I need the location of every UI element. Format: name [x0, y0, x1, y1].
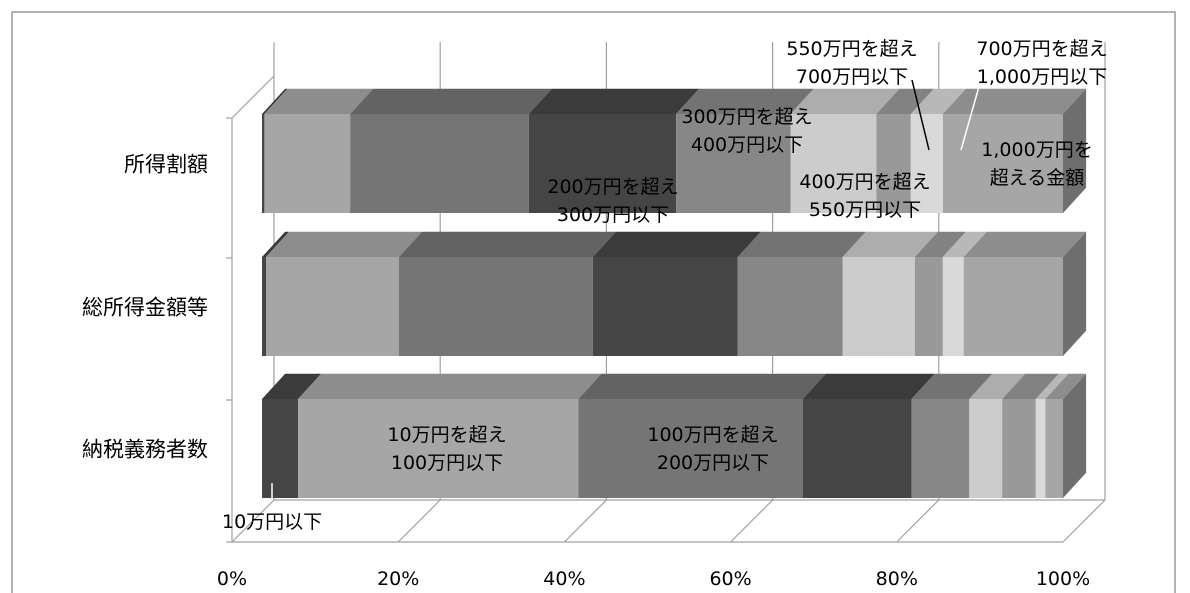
bar-segment-top	[1035, 373, 1069, 399]
bar-segment	[264, 114, 351, 213]
series-label: 10万円以下	[222, 511, 322, 533]
bar-segment-top	[676, 88, 814, 114]
bar-segment-top	[842, 231, 938, 257]
bar-segment	[676, 114, 791, 213]
series-label: 10万円を超え 100万円以下	[387, 424, 506, 474]
bar-segment	[1035, 399, 1046, 498]
bars-layer	[262, 88, 1087, 498]
leader-550-700	[911, 79, 930, 151]
bar-segment-top	[790, 88, 900, 114]
bar-segment	[842, 257, 915, 356]
bar-segment	[942, 114, 1063, 213]
bar-segment	[266, 257, 399, 356]
bar-end-face	[1063, 88, 1087, 213]
ticks-layer: 0% 20% 40% 60% 80% 100%	[217, 568, 1090, 590]
bar-segment-top	[266, 231, 423, 257]
bar-segment	[969, 399, 1003, 498]
floor-gridline	[231, 499, 275, 543]
bar-segment-top	[528, 88, 700, 114]
bar-segment	[876, 114, 911, 213]
bar-segment	[1045, 399, 1063, 498]
bar-segment	[1002, 399, 1036, 498]
x-tick-label: 60%	[709, 568, 751, 590]
bar-segment-top	[578, 373, 826, 399]
bar-segment-top	[592, 231, 761, 257]
bar-segment	[528, 114, 677, 213]
series-label: 700万円を超え 1,000万円以下	[976, 38, 1107, 88]
bar-segment	[963, 257, 1063, 356]
bar-end-face	[1063, 231, 1087, 356]
floor-gridline	[563, 499, 607, 543]
floor-gridline	[896, 499, 940, 543]
bar-segment-top	[262, 88, 288, 114]
bar-segment	[911, 399, 970, 498]
x-tick-label: 100%	[1036, 568, 1090, 590]
bar-segment	[578, 399, 803, 498]
series-label: 400万円を超え 550万円以下	[799, 171, 930, 221]
series-label: 200万円を超え 300万円以下	[547, 176, 678, 226]
series-label: 1,000万円を超える金額	[981, 139, 1092, 189]
bar-segment-top	[963, 231, 1087, 257]
bar-segment-top	[264, 88, 374, 114]
segment-labels: 10万円以下 10万円を超え 100万円以下 100万円を超え 200万円以下 200万円…	[222, 38, 1108, 533]
floor-gridline	[730, 499, 774, 543]
bar-segment-top	[398, 231, 616, 257]
bar-segment	[262, 257, 267, 356]
bar-segment	[262, 114, 265, 213]
series-label: 550万円を超え 700万円以下	[786, 38, 917, 88]
bar-segment-top	[262, 231, 290, 257]
x-tick-label: 80%	[876, 568, 918, 590]
bar-segment-top	[298, 373, 602, 399]
bar-segment-top	[969, 373, 1026, 399]
leader-700-1000	[960, 82, 981, 151]
bar-segment-top	[1045, 373, 1087, 399]
bar-segment	[398, 257, 593, 356]
bar-segment-top	[942, 231, 987, 257]
bar-segment-top	[911, 373, 993, 399]
bar-segment	[914, 257, 943, 356]
bar-segment	[592, 257, 738, 356]
x-tick-label: 20%	[377, 568, 419, 590]
series-label: 300万円を超え 400万円以下	[681, 106, 812, 156]
bar-segment-top	[1002, 373, 1059, 399]
floor-gridline	[1062, 499, 1106, 543]
bar-segment	[790, 114, 877, 213]
category-label: 総所得金額等	[82, 296, 208, 320]
category-label: 納税義務者数	[82, 438, 208, 462]
bar-segment-top	[876, 88, 934, 114]
bar-segment-top	[910, 88, 966, 114]
floor-gridline	[397, 499, 441, 543]
bar-segment-top	[737, 231, 866, 257]
side-wall-top	[231, 75, 275, 119]
bar-segment	[737, 257, 843, 356]
x-tick-label: 40%	[543, 568, 585, 590]
chart-frame	[11, 11, 1176, 593]
bar-segment	[350, 114, 529, 213]
category-label: 所得割額	[124, 153, 208, 177]
bar-segment-top	[802, 373, 935, 399]
bar-segment-top	[262, 373, 322, 399]
bar-end-face	[1063, 373, 1087, 498]
bar-segment	[910, 114, 943, 213]
series-label: 100万円を超え 200万円以下	[647, 424, 778, 474]
bar-segment	[298, 399, 579, 498]
bar-segment-top	[350, 88, 552, 114]
bar-segment-top	[942, 88, 1087, 114]
bar-segment-top	[914, 231, 966, 257]
bar-segment	[942, 257, 964, 356]
bar-segment	[262, 399, 299, 498]
x-tick-label: 0%	[217, 568, 247, 590]
bar-segment	[802, 399, 912, 498]
